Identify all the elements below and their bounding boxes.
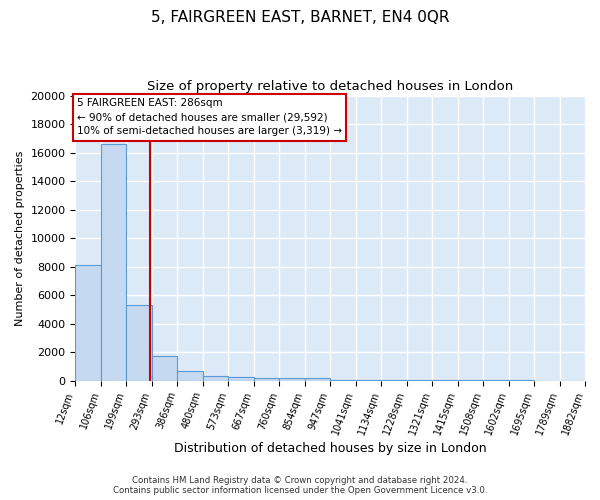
Bar <box>305 378 330 380</box>
Text: Contains HM Land Registry data © Crown copyright and database right 2024.
Contai: Contains HM Land Registry data © Crown c… <box>113 476 487 495</box>
Text: 5 FAIRGREEN EAST: 286sqm
← 90% of detached houses are smaller (29,592)
10% of se: 5 FAIRGREEN EAST: 286sqm ← 90% of detach… <box>77 98 342 136</box>
Bar <box>228 378 254 380</box>
Bar <box>203 376 228 380</box>
Title: Size of property relative to detached houses in London: Size of property relative to detached ho… <box>147 80 514 93</box>
Bar <box>254 378 279 380</box>
Bar <box>152 356 178 380</box>
Bar <box>178 370 203 380</box>
Y-axis label: Number of detached properties: Number of detached properties <box>15 150 25 326</box>
Bar <box>76 265 101 380</box>
X-axis label: Distribution of detached houses by size in London: Distribution of detached houses by size … <box>174 442 487 455</box>
Text: 5, FAIRGREEN EAST, BARNET, EN4 0QR: 5, FAIRGREEN EAST, BARNET, EN4 0QR <box>151 10 449 25</box>
Bar <box>101 144 127 380</box>
Bar <box>279 378 305 380</box>
Bar <box>127 305 152 380</box>
